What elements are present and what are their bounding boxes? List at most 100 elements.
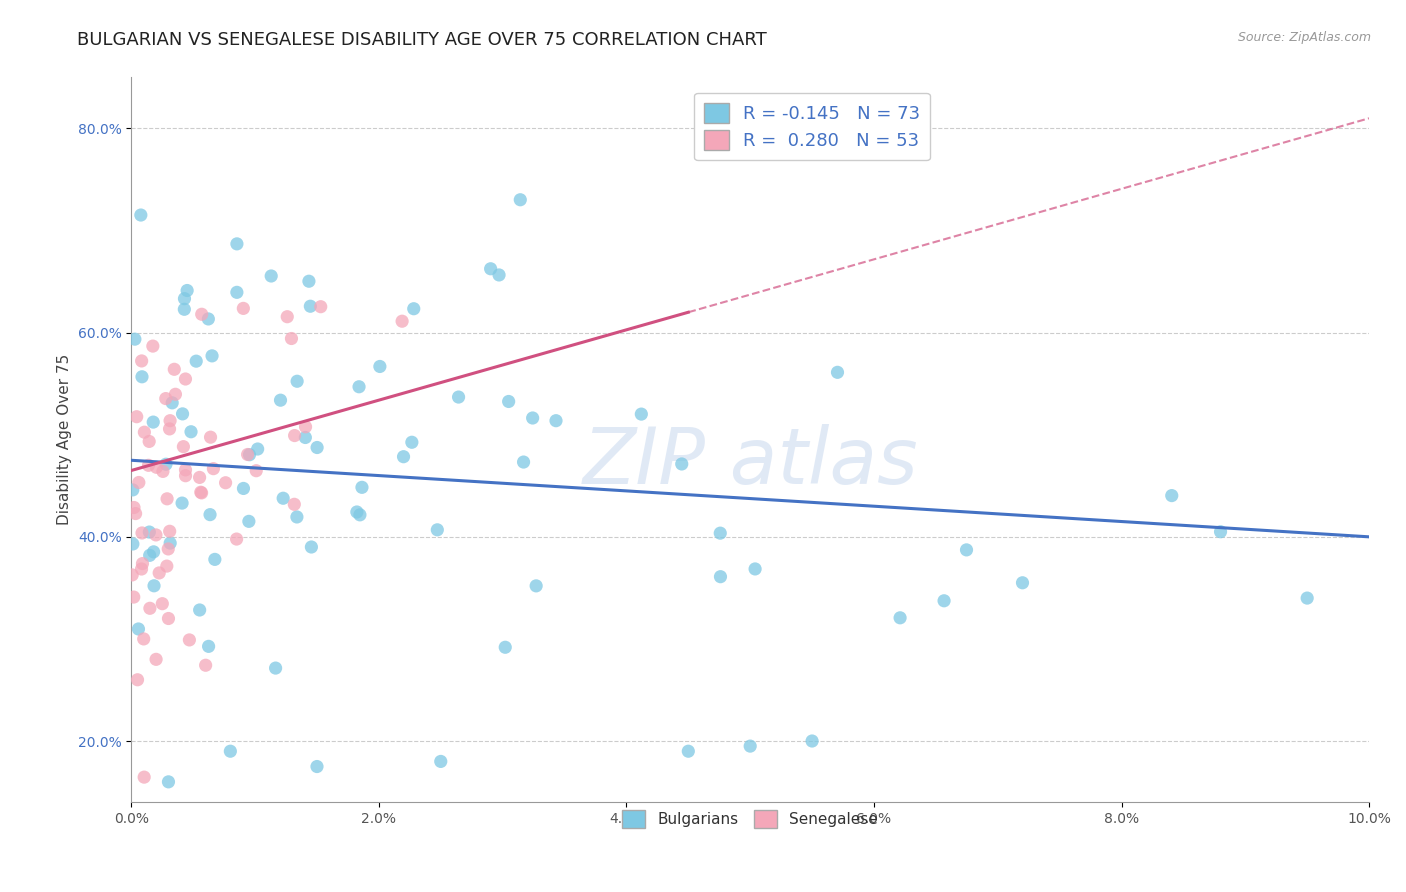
Point <box>204 552 226 566</box>
Point <box>129 208 152 222</box>
Point <box>134 770 156 784</box>
Point <box>402 301 425 316</box>
Point <box>740 739 762 753</box>
Point <box>498 394 520 409</box>
Point <box>155 392 177 406</box>
Point <box>156 559 179 574</box>
Point <box>174 372 197 386</box>
Point <box>160 396 183 410</box>
Point <box>159 414 181 428</box>
Point <box>429 755 451 769</box>
Point <box>202 461 225 475</box>
Point <box>232 301 254 316</box>
Point <box>200 430 222 444</box>
Point <box>188 603 211 617</box>
Point <box>138 434 160 449</box>
Point <box>197 312 219 326</box>
Point <box>1296 591 1319 606</box>
Point <box>709 570 731 584</box>
Point <box>264 661 287 675</box>
Point <box>932 594 955 608</box>
Point <box>156 491 179 506</box>
Point <box>349 508 371 522</box>
Point <box>155 457 177 471</box>
Point <box>225 285 247 300</box>
Point <box>124 507 146 521</box>
Point <box>678 744 700 758</box>
Point <box>163 362 186 376</box>
Point <box>1209 524 1232 539</box>
Point <box>131 526 153 541</box>
Point <box>276 310 298 324</box>
Point <box>512 455 534 469</box>
Point <box>280 331 302 345</box>
Point <box>190 486 212 500</box>
Point <box>285 510 308 524</box>
Point <box>125 409 148 424</box>
Point <box>391 314 413 328</box>
Point <box>447 390 470 404</box>
Point <box>232 482 254 496</box>
Point <box>299 540 322 554</box>
Point <box>131 557 153 571</box>
Point <box>350 480 373 494</box>
Text: BULGARIAN VS SENEGALESE DISABILITY AGE OVER 75 CORRELATION CHART: BULGARIAN VS SENEGALESE DISABILITY AGE O… <box>77 31 768 49</box>
Legend: Bulgarians, Senegalese: Bulgarians, Senegalese <box>616 804 884 835</box>
Point <box>236 448 259 462</box>
Point <box>122 500 145 515</box>
Point <box>309 300 332 314</box>
Point <box>346 505 368 519</box>
Point <box>294 430 316 444</box>
Point <box>524 579 547 593</box>
Point <box>132 632 155 646</box>
Point <box>180 425 202 439</box>
Point <box>138 549 160 563</box>
Point <box>260 268 283 283</box>
Point <box>238 514 260 528</box>
Point <box>172 496 194 510</box>
Point <box>245 464 267 478</box>
Point <box>299 299 322 313</box>
Point <box>426 523 449 537</box>
Point <box>165 387 187 401</box>
Point <box>142 339 165 353</box>
Point <box>368 359 391 374</box>
Point <box>172 407 194 421</box>
Point <box>955 542 977 557</box>
Point <box>190 485 212 500</box>
Point <box>157 611 180 625</box>
Point <box>138 458 160 473</box>
Point <box>827 365 849 379</box>
Point <box>294 419 316 434</box>
Point <box>159 536 181 550</box>
Point <box>150 597 173 611</box>
Point <box>201 349 224 363</box>
Point <box>305 759 328 773</box>
Point <box>121 537 143 551</box>
Point <box>139 601 162 615</box>
Point <box>285 374 308 388</box>
Point <box>157 541 180 556</box>
Text: Source: ZipAtlas.com: Source: ZipAtlas.com <box>1237 31 1371 45</box>
Point <box>226 236 249 251</box>
Point <box>131 354 153 368</box>
Point <box>159 524 181 539</box>
Point <box>744 562 766 576</box>
Point <box>246 442 269 456</box>
Point <box>124 332 146 346</box>
Point <box>127 622 149 636</box>
Point <box>145 528 167 542</box>
Point <box>131 562 153 576</box>
Point <box>347 380 370 394</box>
Point <box>214 475 236 490</box>
Point <box>801 734 824 748</box>
Point <box>197 640 219 654</box>
Point <box>188 470 211 484</box>
Point <box>174 463 197 477</box>
Point <box>271 491 294 506</box>
Point <box>134 425 156 440</box>
Point <box>284 428 307 442</box>
Point <box>173 292 195 306</box>
Point <box>1011 575 1033 590</box>
Point <box>509 193 531 207</box>
